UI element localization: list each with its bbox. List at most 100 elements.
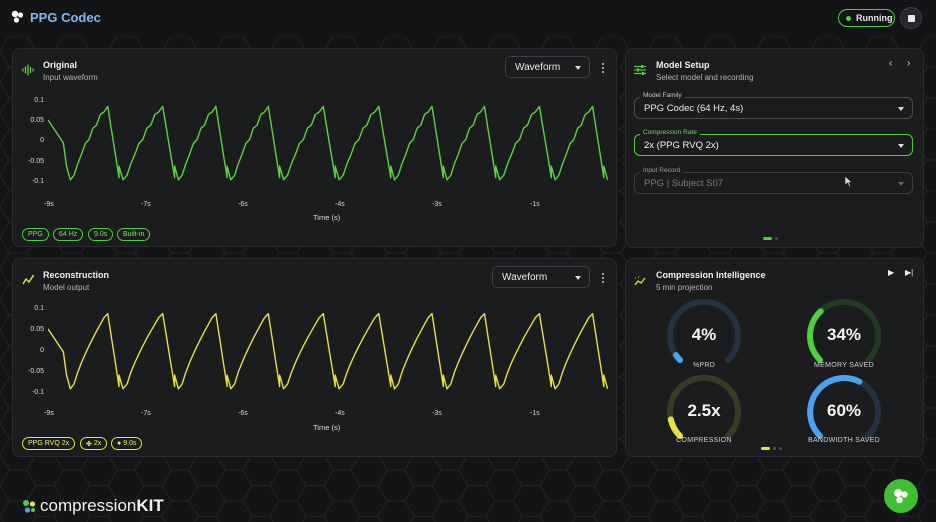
model-setup-card (625, 48, 924, 248)
model-family-select[interactable]: PPG Codec (64 Hz, 4s) (634, 97, 913, 119)
stop-button[interactable] (900, 7, 922, 29)
chevron-down-icon (575, 66, 581, 70)
x-tick: -4s (335, 201, 345, 208)
y-tick: 0.05 (30, 326, 44, 333)
brand-text: compressionKIT (40, 496, 164, 516)
running-status-badge[interactable]: Running (838, 9, 895, 27)
compression-gauge-label: COMPRESSION (676, 437, 732, 444)
memory-gauge-value: 34% (826, 325, 862, 344)
gauge-fill (672, 352, 683, 363)
compression-rate-value: 2x (PPG RVQ 2x) (644, 139, 719, 151)
chevron-down-icon (898, 182, 904, 186)
original-card (12, 48, 617, 247)
y-tick: 0.1 (34, 97, 44, 104)
stop-icon (907, 14, 915, 22)
y-tick: -0.05 (28, 158, 44, 165)
waveform-icon (22, 64, 34, 76)
y-tick: -0.05 (28, 368, 44, 375)
brand-logo: compressionKIT (22, 496, 164, 516)
series-line (48, 312, 609, 390)
skip-next-icon[interactable]: ▶| (905, 268, 914, 277)
reconstruction-view-select[interactable]: Waveform (492, 266, 590, 288)
y-tick: 0 (40, 347, 44, 354)
y-tick: 0.05 (30, 117, 44, 124)
intelligence-pager-dots[interactable] (761, 447, 782, 450)
duration-chip: ● 9.0s (111, 437, 143, 450)
reconstruction-waveform-chart (48, 312, 609, 390)
original-title: Original (43, 60, 78, 70)
pager-dot[interactable] (779, 447, 782, 450)
x-tick: -7s (141, 410, 151, 417)
x-tick: -7s (141, 201, 151, 208)
model-setup-title: Model Setup (656, 60, 710, 70)
mouse-cursor-icon (845, 176, 853, 187)
chevron-down-icon (575, 276, 581, 280)
reconstruction-more-icon[interactable] (598, 272, 608, 284)
pager-dot[interactable] (773, 447, 776, 450)
model-family-label: Model Family (640, 92, 685, 99)
pager-dot-active[interactable] (763, 237, 772, 240)
intelligence-subtitle: 5 min projection (656, 283, 713, 292)
bandwidth-gauge-value: 60% (826, 401, 862, 420)
pager-dot-active[interactable] (761, 447, 770, 450)
setup-pager-dots[interactable] (763, 237, 778, 240)
input-record-select[interactable]: PPG | Subject S07 (634, 172, 913, 194)
prd-gauge-value: 4% (691, 325, 717, 344)
brand-light: compression (40, 496, 137, 515)
sample-rate-chip: 64 Hz (53, 228, 84, 241)
gauge-track (667, 375, 741, 439)
x-tick: -9s (44, 410, 54, 417)
y-tick: -0.1 (31, 389, 44, 396)
gauge-fill (667, 416, 683, 439)
ratio-chip: ✤ 2x (80, 437, 108, 450)
reconstruction-icon (22, 275, 34, 285)
prd-gauge-label: %PRD (692, 362, 716, 369)
original-view-select[interactable]: Waveform (505, 56, 590, 78)
signal-type-chip: PPG (22, 228, 49, 241)
series-line (48, 105, 609, 181)
duration-chip-label: 9.0s (123, 440, 137, 447)
gauge-track (667, 299, 741, 363)
gauge-rings (667, 299, 881, 439)
x-tick: -3s (432, 201, 442, 208)
app-title: PPG Codec (30, 10, 101, 25)
reconstruction-view-value: Waveform (502, 271, 548, 283)
y-tick: -0.1 (31, 178, 44, 185)
chevron-right-icon[interactable]: › (907, 58, 911, 69)
input-record-label: Input Record (640, 167, 684, 174)
sparkle-icon: ✤ (86, 440, 92, 448)
input-record-value: PPG | Subject S07 (644, 177, 724, 189)
x-tick: -1s (530, 201, 540, 208)
duration-chip: 9.0s (88, 228, 114, 241)
x-tick: -6s (238, 410, 248, 417)
assistant-fab-button[interactable] (884, 479, 918, 513)
pager-dot[interactable] (775, 237, 778, 240)
app-logo-icon (11, 10, 24, 23)
model-family-value: PPG Codec (64 Hz, 4s) (644, 102, 744, 114)
x-tick: -3s (432, 410, 442, 417)
x-axis-label: Time (s) (313, 423, 341, 432)
compression-rate-select[interactable]: 2x (PPG RVQ 2x) (634, 134, 913, 156)
play-icon[interactable]: ▶ (888, 268, 895, 277)
x-tick: -9s (44, 201, 54, 208)
original-subtitle: Input waveform (43, 73, 98, 82)
original-waveform-chart (48, 105, 609, 181)
gauge-fill (807, 308, 824, 363)
bandwidth-gauge-label: BANDWIDTH SAVED (807, 437, 881, 444)
bubbles-icon (894, 489, 908, 504)
brand-bold: KIT (136, 496, 164, 515)
y-tick: 0 (40, 137, 44, 144)
status-label: Running (856, 13, 893, 23)
original-more-icon[interactable] (598, 62, 608, 74)
original-view-value: Waveform (515, 61, 561, 73)
trend-icon (634, 276, 646, 286)
chevron-down-icon (898, 144, 904, 148)
chevron-left-icon[interactable]: ‹ (889, 58, 893, 69)
x-tick: -6s (238, 201, 248, 208)
clock-icon: ● (117, 440, 122, 447)
intelligence-title: Compression Intelligence (656, 270, 766, 280)
compression-rate-label: Compression Rate (640, 129, 700, 136)
reconstruction-title: Reconstruction (43, 270, 110, 280)
ratio-chip-label: 2x (93, 440, 102, 447)
reconstruction-card (12, 258, 617, 457)
